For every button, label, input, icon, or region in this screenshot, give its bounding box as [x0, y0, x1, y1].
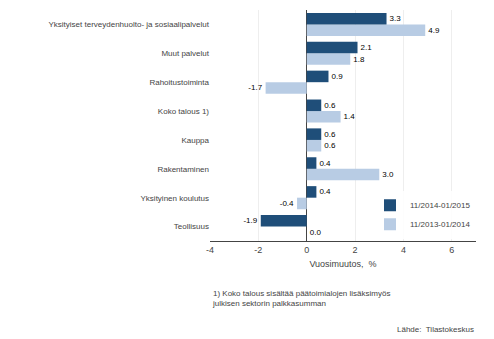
svg-text:0.4: 0.4: [319, 187, 331, 196]
svg-text:0.6: 0.6: [324, 130, 336, 139]
svg-text:-0.4: -0.4: [280, 199, 294, 208]
svg-text:Yksityiset terveydenhuolto- ja: Yksityiset terveydenhuolto- ja sosiaalip…: [48, 20, 209, 29]
svg-text:3.3: 3.3: [390, 14, 402, 23]
svg-text:-2: -2: [254, 245, 262, 255]
svg-text:0.6: 0.6: [324, 101, 336, 110]
svg-text:1.4: 1.4: [344, 112, 356, 121]
svg-text:6: 6: [449, 245, 454, 255]
svg-text:Kauppa: Kauppa: [181, 136, 209, 145]
svg-text:0: 0: [304, 245, 309, 255]
svg-text:1) Koko talous sisältää päätoi: 1) Koko talous sisältää päätoimialojen l…: [212, 289, 390, 308]
svg-text:1.8: 1.8: [353, 55, 365, 64]
svg-text:4.9: 4.9: [428, 26, 440, 35]
svg-text:Rahoitustoiminta: Rahoitustoiminta: [149, 78, 209, 87]
svg-text:11/2013-01/2014: 11/2013-01/2014: [410, 220, 470, 229]
svg-text:0.6: 0.6: [324, 141, 336, 150]
svg-text:Koko talous 1): Koko talous 1): [158, 107, 209, 116]
svg-text:11/2014-01/2015: 11/2014-01/2015: [410, 201, 470, 210]
svg-text:2.1: 2.1: [361, 43, 373, 52]
svg-text:Rakentaminen: Rakentaminen: [157, 165, 209, 174]
svg-text:0.4: 0.4: [319, 159, 331, 168]
svg-text:-1.7: -1.7: [248, 83, 262, 92]
svg-text:0.0: 0.0: [310, 228, 322, 237]
svg-text:2: 2: [353, 245, 358, 255]
svg-text:4: 4: [401, 245, 406, 255]
svg-text:Teollisuus: Teollisuus: [174, 222, 209, 231]
svg-text:Yksityinen koulutus: Yksityinen koulutus: [141, 193, 209, 202]
svg-text:3.0: 3.0: [382, 170, 394, 179]
svg-text:-1.9: -1.9: [243, 216, 257, 225]
svg-text:0.9: 0.9: [331, 72, 343, 81]
svg-text:Vuosimuutos, %: Vuosimuutos, %: [309, 259, 376, 269]
svg-text:-4: -4: [206, 245, 214, 255]
svg-text:Lähde: Tilastokeskus: Lähde: Tilastokeskus: [397, 325, 474, 334]
svg-text:Muut palvelut: Muut palvelut: [161, 49, 209, 58]
